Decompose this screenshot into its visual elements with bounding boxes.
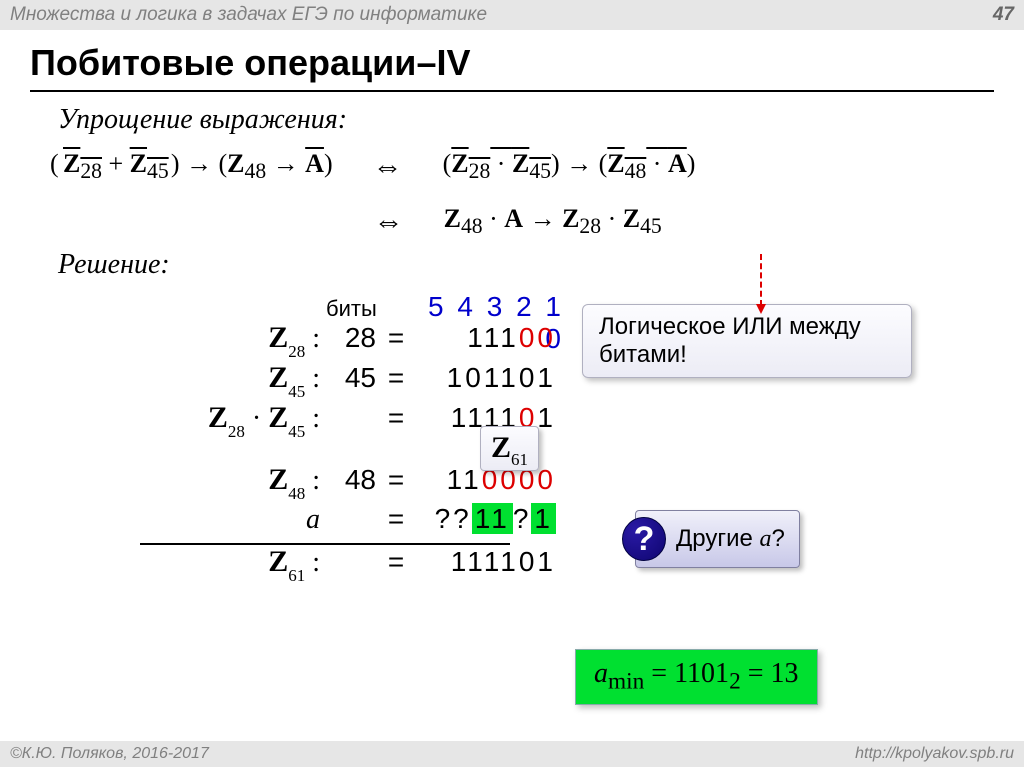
subtitle-solution: Решение: [58, 249, 984, 281]
bit-row-label: Z48 : [140, 463, 320, 501]
formula-left: ( Z28 + Z45 ) → (Z48 → A) [50, 146, 333, 243]
footer-left: ©К.Ю. Поляков, 2016-2017 [10, 745, 209, 763]
bit-row-bin: 11100 [416, 322, 556, 354]
header-title: Множества и логика в задачах ЕГЭ по инфо… [10, 4, 487, 26]
bit-row-bin: ??11?1 [416, 503, 556, 535]
bit-row: Z28 · Z45 :=111101 [140, 401, 984, 441]
bit-row-label: Z45 : [140, 361, 320, 399]
bit-row: a =??11?1 [140, 503, 984, 543]
red-arrow-head [756, 304, 766, 314]
slide-footer: ©К.Ю. Поляков, 2016-2017 http://kpolyako… [0, 741, 1024, 767]
bit-row-eq: = [376, 402, 416, 434]
question-text: Другие a? [676, 525, 785, 553]
slide-title: Побитовые операции–IV [30, 42, 994, 84]
bit-row-label: Z28 · Z45 : [140, 401, 320, 439]
z61-badge: Z61 [480, 426, 539, 471]
callout-or: Логическое ИЛИ между битами! [582, 304, 912, 378]
callout-text: Логическое ИЛИ между битами! [599, 313, 861, 368]
bits-label: биты [326, 296, 376, 322]
subtitle-simplify: Упрощение выражения: [58, 104, 984, 136]
bit-row: Z48 :48=110000 [140, 463, 984, 503]
red-arrow-line [760, 254, 762, 306]
footer-right: http://kpolyakov.spb.ru [855, 745, 1014, 763]
question-box: ? Другие a? [635, 510, 800, 568]
bit-row-eq: = [376, 546, 416, 578]
bit-row-dec: 45 [326, 362, 376, 394]
bit-row-eq: = [376, 503, 416, 535]
bit-row-label: Z61 : [140, 545, 320, 583]
formula-r1: (Z28 · Z45) → (Z48 · A) [443, 146, 696, 187]
bit-row-label: Z28 : [140, 321, 320, 359]
bit-row-label: a [140, 504, 320, 536]
question-icon: ? [622, 517, 666, 561]
bit-row-eq: = [376, 464, 416, 496]
page-number: 47 [993, 4, 1014, 26]
title-rule [30, 90, 994, 92]
formula-row: ( Z28 + Z45 ) → (Z48 → A) ⇔ (Z28 · Z45) … [50, 146, 984, 243]
bit-row-dec: 48 [326, 464, 376, 496]
formula-r2: Z48 · A → Z28 · Z45 [444, 201, 662, 242]
bit-row: Z61 : =111101 [140, 545, 984, 585]
bit-row-bin: 111101 [416, 546, 556, 578]
bit-row-dec: 28 [326, 322, 376, 354]
bit-row-eq: = [376, 362, 416, 394]
slide-header: Множества и логика в задачах ЕГЭ по инфо… [0, 0, 1024, 30]
formula-iff-2: ⇔ [374, 201, 404, 243]
bit-row-bin: 101101 [416, 362, 556, 394]
bit-row-eq: = [376, 322, 416, 354]
answer-box: amin = 11012 = 13 [575, 649, 818, 705]
